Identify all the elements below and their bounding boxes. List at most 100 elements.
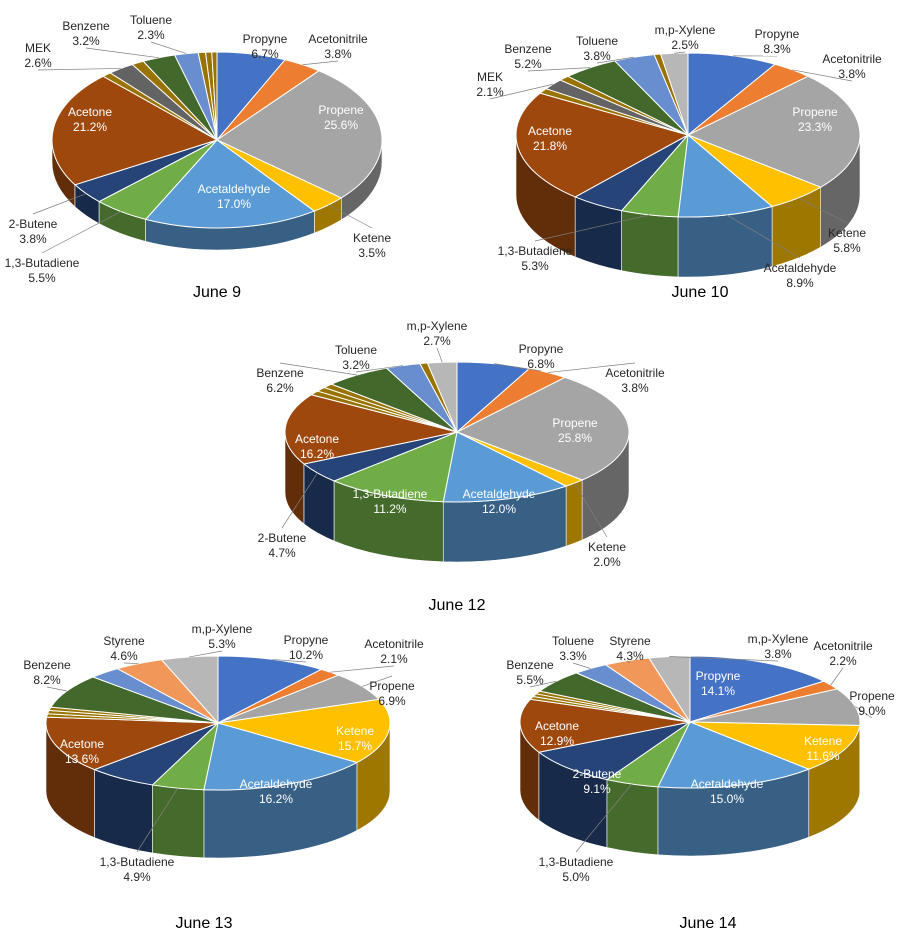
slice-value-acetonitrile: 2.2% [829, 654, 857, 668]
slice-value-2-butene: 9.1% [583, 782, 611, 796]
pie-chart-5: Propyne14.1%Acetonitrile2.2%Propene9.0%K… [506, 632, 895, 932]
leader-line-acetonitrile [330, 666, 394, 672]
slice-label-acetone: Acetone [68, 105, 112, 119]
slice-label-propene: Propene [369, 679, 415, 693]
slice-value-propyne: 8.3% [763, 42, 791, 56]
slice-value-toluene: 2.3% [137, 28, 165, 42]
slice-value-toluene: 3.8% [583, 49, 611, 63]
chart-title: June 14 [680, 915, 737, 932]
slice-value-propyne: 14.1% [701, 684, 735, 698]
slice-label-benzene: Benzene [62, 19, 110, 33]
leader-line-benzene [86, 48, 159, 58]
slice-label-propene: Propene [792, 105, 838, 119]
slice-label-propene: Propene [318, 103, 364, 117]
slice-label-toluene: Toluene [552, 634, 594, 648]
slice-label-acetonitrile: Acetonitrile [822, 52, 882, 66]
slice-label-acetaldehyde: Acetaldehyde [198, 182, 271, 196]
pie-wall-ketene [566, 480, 582, 546]
chart-title: June 13 [176, 915, 233, 932]
slice-label-m-p-xylene: m,p-Xylene [748, 632, 809, 646]
slice-label-toluene: Toluene [576, 34, 618, 48]
slice-value-m-p-xylene: 3.8% [764, 647, 792, 661]
pie-wall-1-3-butadiene [607, 780, 658, 855]
leader-line-benzene [47, 687, 67, 691]
slice-value-acetone: 12.9% [540, 734, 574, 748]
slice-value-1-3-butadiene: 5.0% [562, 870, 590, 884]
slice-value-1-3-butadiene: 5.5% [28, 271, 56, 285]
slice-value-m-p-xylene: 5.3% [208, 637, 236, 651]
slice-value-m-p-xylene: 2.7% [423, 334, 451, 348]
leader-line-toluene [573, 663, 590, 669]
slice-label-m-p-xylene: m,p-Xylene [192, 622, 253, 636]
slice-label-styrene: Styrene [609, 634, 651, 648]
slice-label-acetaldehyde: Acetaldehyde [764, 261, 837, 275]
chart-title: June 9 [193, 284, 241, 301]
slice-value-mek: 2.1% [476, 85, 504, 99]
pie-chart-2: Propyne8.3%Acetonitrile3.8%Propene23.3%K… [476, 23, 882, 301]
slice-value-acetaldehyde: 16.2% [259, 792, 293, 806]
slice-value-acetonitrile: 2.1% [380, 652, 408, 666]
slice-value-styrene: 4.6% [110, 649, 138, 663]
leader-line-acetonitrile [303, 61, 338, 65]
slice-label-propene: Propene [552, 416, 598, 430]
slice-label-propyne: Propyne [243, 32, 288, 46]
leader-line-acetonitrile [831, 668, 843, 685]
slice-label-2-butene: 2-Butene [9, 217, 58, 231]
slice-label-benzene: Benzene [23, 658, 71, 672]
slice-value-acetaldehyde: 15.0% [710, 792, 744, 806]
slice-value-benzene: 5.5% [516, 673, 544, 687]
slice-value-acetaldehyde: 12.0% [482, 502, 516, 516]
slice-label-mek: MEK [477, 70, 503, 84]
slice-label-ketene: Ketene [336, 724, 374, 738]
chart-title: June 10 [672, 284, 729, 301]
slice-value-ketene: 2.0% [593, 555, 621, 569]
slice-value-ketene: 15.7% [338, 739, 372, 753]
pie-wall-1-3-butadiene [622, 211, 678, 277]
slice-label-acetonitrile: Acetonitrile [813, 639, 873, 653]
slice-value-propene: 6.9% [378, 694, 406, 708]
slice-label-propyne: Propyne [519, 342, 564, 356]
slice-value-ketene: 11.6% [806, 749, 839, 763]
slice-label-acetonitrile: Acetonitrile [605, 366, 665, 380]
slice-label-1-3-butadiene: 1,3-Butadiene [498, 244, 573, 258]
slice-value-1-3-butadiene: 11.2% [373, 502, 406, 516]
slice-value-mek: 2.6% [24, 56, 52, 70]
slice-label-acetonitrile: Acetonitrile [364, 637, 424, 651]
pie-chart-1: Propyne6.7%Acetonitrile3.8%Propene25.6%K… [5, 13, 392, 301]
slice-value-propene: 23.3% [798, 120, 832, 134]
slice-value-propene: 25.8% [558, 431, 592, 445]
slice-value-ketene: 5.8% [833, 241, 861, 255]
slice-label-acetaldehyde: Acetaldehyde [240, 777, 313, 791]
slice-label-1-3-butadiene: 1,3-Butadiene [100, 855, 175, 869]
slice-value-benzene: 8.2% [33, 673, 61, 687]
slice-label-1-3-butadiene: 1,3-Butadiene [539, 855, 614, 869]
slice-label-acetaldehyde: Acetaldehyde [691, 777, 764, 791]
slice-value-acetaldehyde: 8.9% [786, 276, 814, 290]
slice-value-m-p-xylene: 2.5% [671, 38, 699, 52]
slice-value-1-3-butadiene: 5.3% [521, 259, 549, 273]
pie-top-faces [46, 656, 390, 790]
slice-value-2-butene: 3.8% [19, 232, 47, 246]
slice-label-propene: Propene [849, 689, 895, 703]
slice-value-propyne: 6.8% [527, 357, 555, 371]
slice-value-acetonitrile: 3.8% [324, 47, 352, 61]
slice-label-propyne: Propyne [696, 669, 741, 683]
slice-label-acetaldehyde: Acetaldehyde [463, 487, 536, 501]
slice-value-propyne: 10.2% [289, 648, 323, 662]
slice-value-propyne: 6.7% [251, 47, 279, 61]
slice-value-acetone: 21.2% [73, 120, 107, 134]
slice-value-toluene: 3.2% [342, 358, 370, 372]
slice-label-toluene: Toluene [130, 13, 172, 27]
slice-value-acetonitrile: 3.8% [621, 381, 649, 395]
slice-label-ketene: Ketene [828, 226, 866, 240]
slice-label-m-p-xylene: m,p-Xylene [655, 23, 716, 37]
slice-label-ketene: Ketene [588, 540, 626, 554]
slice-value-benzene: 6.2% [266, 381, 294, 395]
slice-label-mek: MEK [25, 41, 51, 55]
slice-label-ketene: Ketene [353, 231, 391, 245]
slice-label-ketene: Ketene [804, 734, 842, 748]
leader-line-styrene [124, 663, 139, 664]
